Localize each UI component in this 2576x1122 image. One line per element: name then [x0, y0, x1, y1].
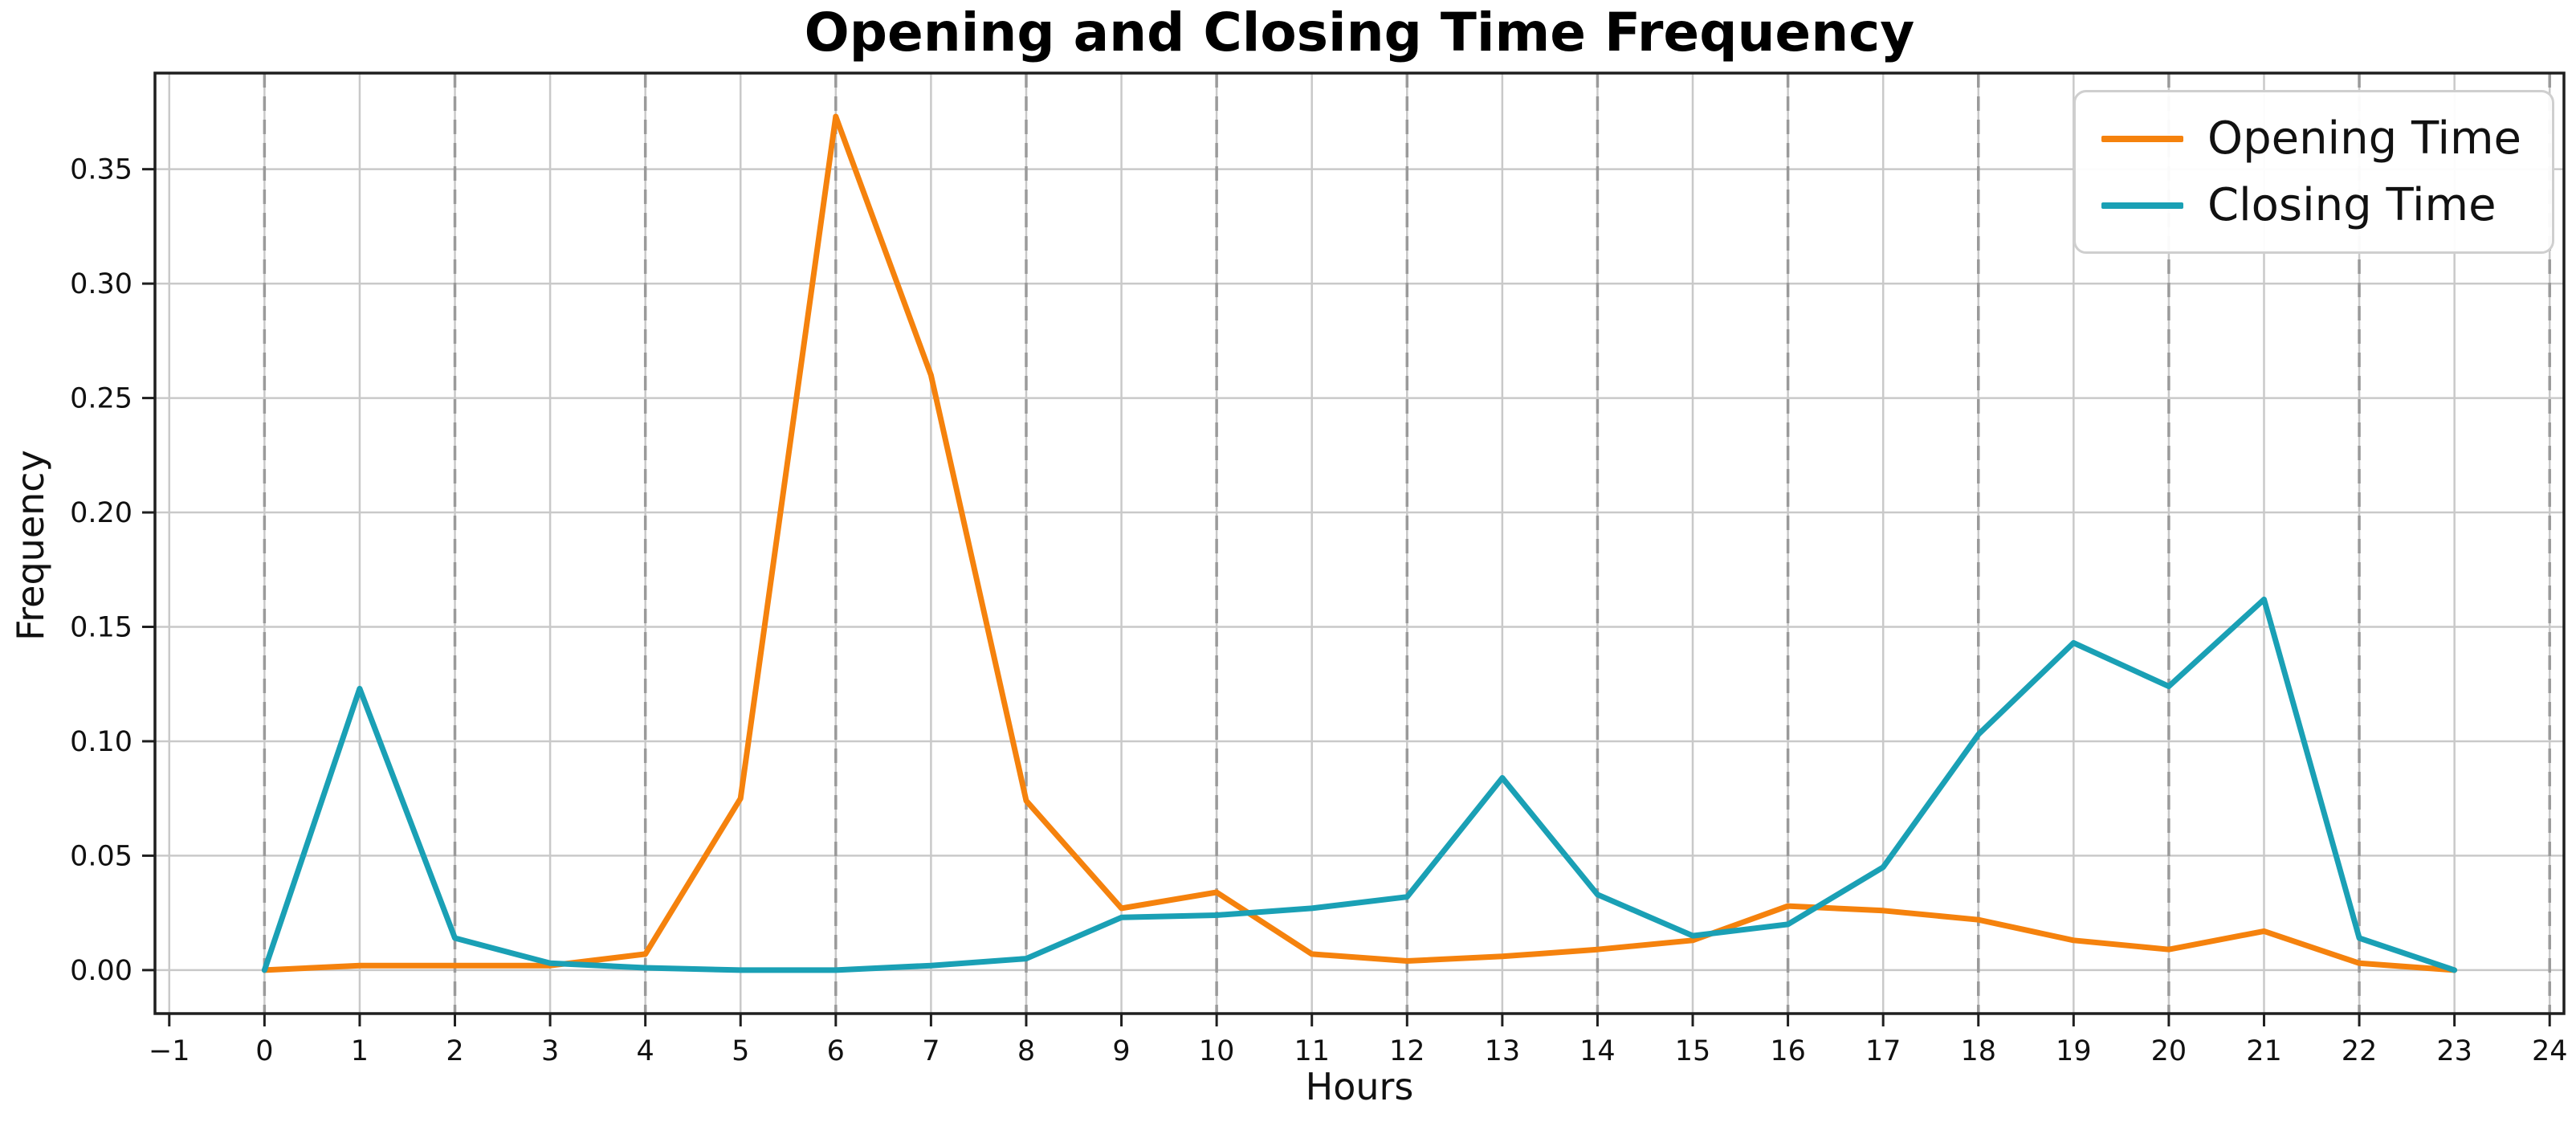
x-tick-label: 3 [541, 1035, 559, 1067]
y-tick-label: 0.30 [70, 268, 132, 300]
x-tick-label: 16 [1770, 1035, 1806, 1067]
x-axis-label: Hours [1305, 1065, 1414, 1108]
x-tick-label: 15 [1675, 1035, 1711, 1067]
y-tick-label: 0.35 [70, 154, 132, 186]
x-tick-label: 2 [446, 1035, 463, 1067]
x-tick-label: 11 [1294, 1035, 1330, 1067]
axes-spines [153, 71, 2566, 1015]
x-tick-label: 1 [351, 1035, 369, 1067]
x-tick-label: 0 [255, 1035, 273, 1067]
y-tick-label: 0.00 [70, 955, 132, 987]
y-tick-label: 0.25 [70, 383, 132, 415]
x-tick-label: 8 [1017, 1035, 1035, 1067]
x-tick-label: 6 [827, 1035, 845, 1067]
x-tick-label: 12 [1389, 1035, 1425, 1067]
x-tick-label: 10 [1199, 1035, 1235, 1067]
y-tick-label: 0.10 [70, 726, 132, 758]
x-tick-label: 13 [1485, 1035, 1521, 1067]
x-tick-label: 20 [2151, 1035, 2187, 1067]
legend-entry-opening-time: Opening Time [2101, 112, 2521, 165]
x-tick-label: 14 [1579, 1035, 1616, 1067]
x-tick-label: 24 [2532, 1035, 2568, 1067]
x-tick-label: 9 [1112, 1035, 1130, 1067]
closing-time-line [261, 596, 2458, 973]
x-tick-label: 7 [922, 1035, 940, 1067]
y-tick-label: 0.05 [70, 840, 132, 872]
y-axis-label: Frequency [9, 450, 52, 641]
x-tick-label: 5 [732, 1035, 749, 1067]
x-tick-label: 17 [1865, 1035, 1901, 1067]
legend: Opening Time Closing Time [2073, 90, 2554, 255]
x-tick-label: 22 [2342, 1035, 2378, 1067]
y-tick-label: 0.15 [70, 611, 132, 643]
x-tick-label: 21 [2246, 1035, 2282, 1067]
legend-label: Closing Time [2207, 179, 2497, 232]
x-tick-label: 19 [2056, 1035, 2092, 1067]
legend-entry-closing-time: Closing Time [2101, 178, 2521, 232]
x-tick-label: 23 [2436, 1035, 2472, 1067]
chart-title: Opening and Closing Time Frequency [804, 2, 1915, 63]
x-tick-label: −1 [149, 1035, 190, 1067]
y-tick-label: 0.20 [70, 497, 132, 529]
x-tick-label: 4 [637, 1035, 654, 1067]
opening-time-line [261, 113, 2458, 973]
x-tick-label: 18 [1960, 1035, 1996, 1067]
opening-time-line-swatch [2101, 135, 2183, 142]
closing-time-line-swatch [2101, 202, 2183, 209]
legend-label: Opening Time [2207, 112, 2521, 165]
